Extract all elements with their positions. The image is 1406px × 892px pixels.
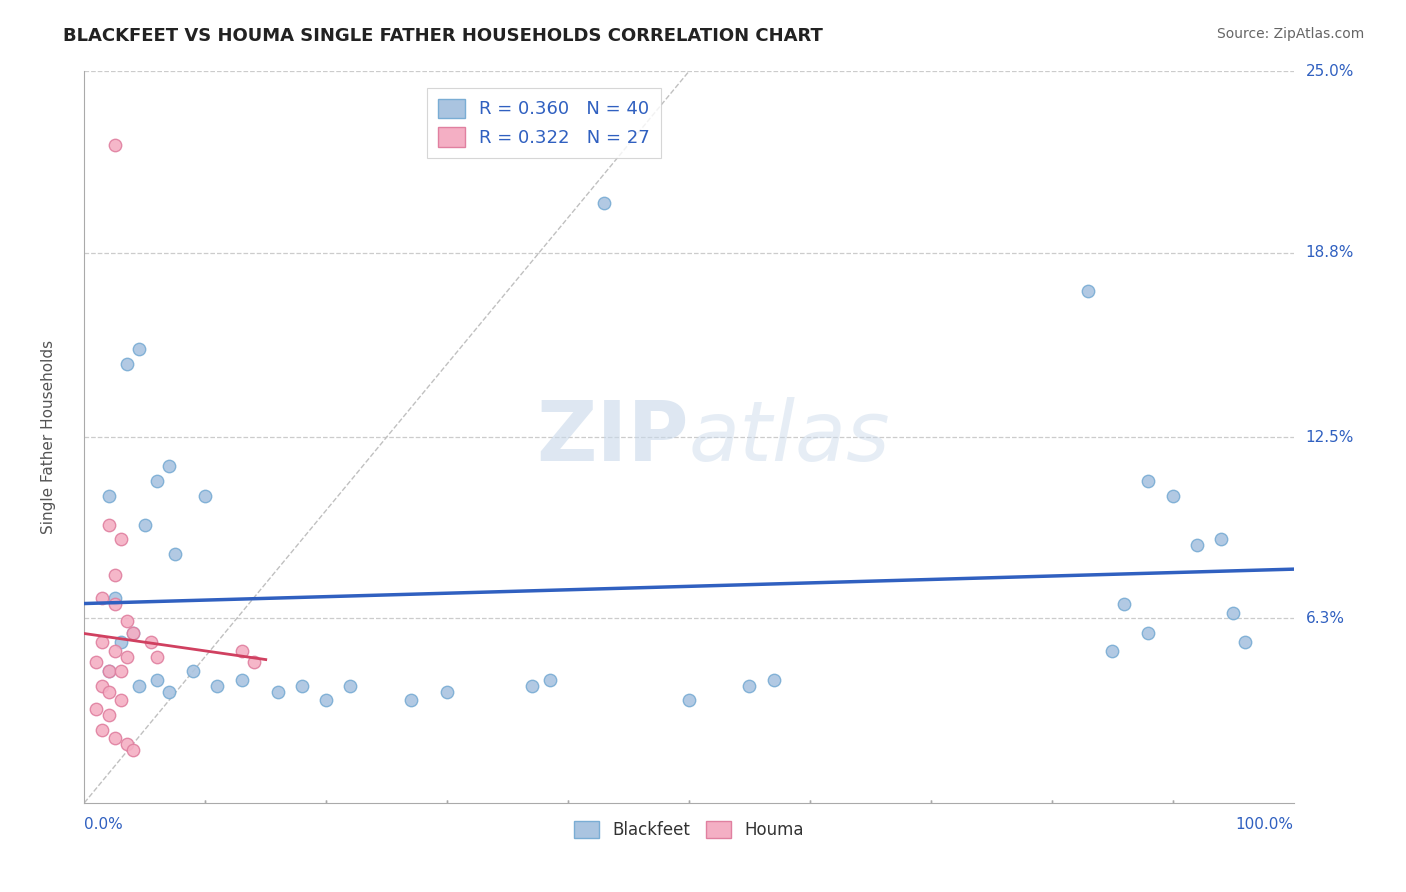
Text: 25.0%: 25.0%: [1306, 64, 1354, 78]
Point: [157, 684, 180, 698]
Text: 6.3%: 6.3%: [1306, 611, 1344, 626]
Point: [1222, 606, 1244, 620]
Point: [194, 489, 217, 503]
Point: [134, 517, 156, 532]
Point: [399, 693, 422, 707]
Point: [97, 489, 120, 503]
Point: [115, 615, 138, 629]
Point: [1209, 533, 1232, 547]
Point: [231, 673, 253, 687]
Point: [86, 702, 108, 716]
Point: [128, 343, 150, 357]
Point: [97, 517, 120, 532]
Point: [97, 664, 120, 678]
Point: [115, 649, 138, 664]
Point: [104, 643, 127, 657]
Point: [181, 664, 204, 678]
Point: [146, 673, 169, 687]
Legend: Blackfeet, Houma: Blackfeet, Houma: [567, 814, 811, 846]
Point: [1234, 635, 1257, 649]
Point: [738, 679, 761, 693]
Point: [520, 679, 543, 693]
Point: [146, 649, 169, 664]
Point: [115, 737, 138, 751]
Text: ZIP: ZIP: [537, 397, 689, 477]
Point: [231, 643, 253, 657]
Point: [97, 684, 120, 698]
Point: [104, 567, 127, 582]
Point: [91, 591, 114, 605]
Text: atlas: atlas: [689, 397, 890, 477]
Text: 100.0%: 100.0%: [1236, 817, 1294, 832]
Text: 12.5%: 12.5%: [1306, 430, 1354, 444]
Point: [86, 656, 108, 670]
Point: [115, 357, 138, 371]
Point: [121, 626, 143, 640]
Point: [110, 664, 132, 678]
Point: [1101, 643, 1123, 657]
Point: [146, 474, 169, 488]
Point: [128, 679, 150, 693]
Point: [91, 635, 114, 649]
Text: Single Father Households: Single Father Households: [41, 340, 56, 534]
Point: [97, 708, 120, 723]
Point: [110, 693, 132, 707]
Point: [291, 679, 314, 693]
Point: [593, 196, 616, 211]
Point: [1114, 597, 1136, 611]
Point: [91, 723, 114, 737]
Point: [1137, 474, 1160, 488]
Point: [121, 626, 143, 640]
Text: BLACKFEET VS HOUMA SINGLE FATHER HOUSEHOLDS CORRELATION CHART: BLACKFEET VS HOUMA SINGLE FATHER HOUSEHO…: [63, 27, 823, 45]
Point: [110, 533, 132, 547]
Point: [1161, 489, 1184, 503]
Point: [339, 679, 361, 693]
Text: Source: ZipAtlas.com: Source: ZipAtlas.com: [1216, 27, 1364, 41]
Text: 0.0%: 0.0%: [84, 817, 124, 832]
Point: [267, 684, 290, 698]
Point: [104, 731, 127, 746]
Point: [762, 673, 785, 687]
Point: [157, 459, 180, 474]
Point: [110, 635, 132, 649]
Point: [104, 137, 127, 152]
Point: [678, 693, 700, 707]
Text: 18.8%: 18.8%: [1306, 245, 1354, 260]
Point: [104, 597, 127, 611]
Point: [1185, 538, 1208, 552]
Point: [538, 673, 561, 687]
Point: [165, 547, 187, 561]
Point: [139, 635, 162, 649]
Point: [121, 743, 143, 757]
Point: [91, 679, 114, 693]
Point: [436, 684, 458, 698]
Point: [1077, 284, 1099, 298]
Point: [242, 656, 264, 670]
Point: [315, 693, 337, 707]
Point: [104, 591, 127, 605]
Point: [1137, 626, 1160, 640]
Point: [207, 679, 229, 693]
Point: [97, 664, 120, 678]
